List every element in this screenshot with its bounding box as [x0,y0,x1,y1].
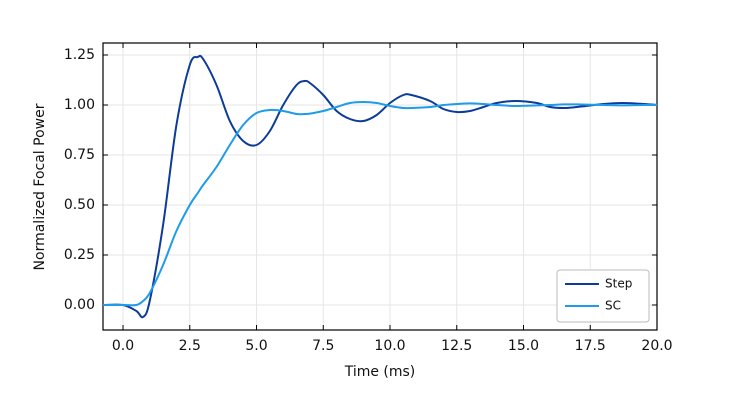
y-tick-label: 0.00 [64,297,95,313]
y-tick-label: 0.25 [64,247,95,263]
line [103,100,658,307]
x-tick-label: 7.5 [312,338,334,354]
legend-box [556,269,650,323]
x-tick-label: 5.0 [245,338,267,354]
x-tick-label: 0.0 [112,338,134,354]
y-tick-label: 1.25 [64,47,95,63]
x-axis-label: Time (ms) [344,364,416,380]
y-tick-label: 0.50 [64,197,95,213]
line [102,54,658,319]
y-tick-label: 1.00 [64,97,95,113]
legend-label: SC [605,299,621,313]
legend-label: Step [605,277,632,291]
y-tick-label: 0.75 [64,147,95,163]
y-axis-label: Normalized Focal Power [32,103,48,270]
x-tick-label: 10.0 [374,338,405,354]
x-tick-label: 12.5 [441,338,472,354]
plot-frame [102,42,658,331]
x-tick-label: 2.5 [179,338,201,354]
x-tick-label: 15.0 [508,338,539,354]
x-tick-label: 17.5 [575,338,606,354]
x-tick-label: 20.0 [641,338,672,354]
